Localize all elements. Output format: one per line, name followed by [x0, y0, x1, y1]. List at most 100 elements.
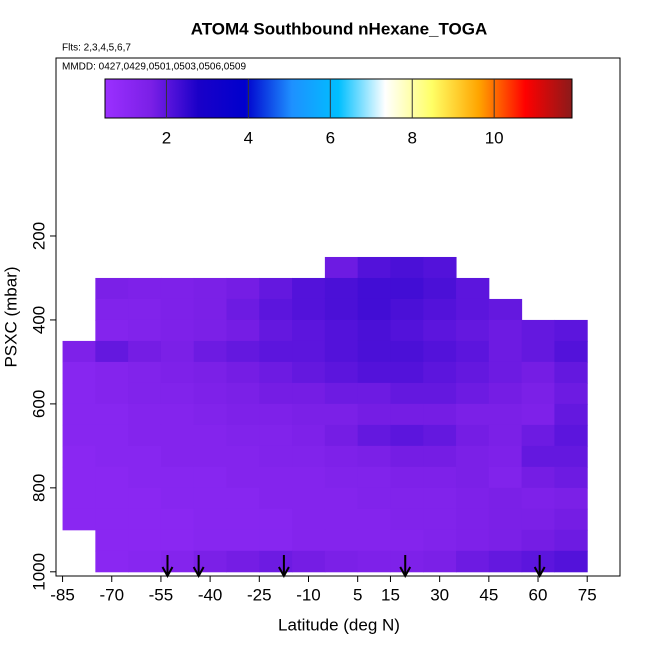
heatmap-cell — [423, 361, 457, 384]
heatmap-cell — [488, 508, 523, 531]
heatmap-cell — [357, 361, 391, 384]
heatmap-cell — [456, 445, 490, 468]
heatmap-cell — [488, 550, 523, 573]
heatmap-cell — [226, 487, 260, 510]
heatmap-cell — [521, 403, 555, 426]
heatmap-cell — [226, 529, 260, 552]
heatmap-cell — [521, 340, 555, 363]
heatmap-cell — [226, 382, 260, 405]
y-tick-label: 800 — [29, 474, 48, 502]
heatmap-cell — [456, 487, 490, 510]
heatmap-cell — [292, 340, 326, 363]
heatmap-cell — [324, 508, 359, 531]
arrow — [192, 555, 205, 579]
x-tick-label: 15 — [381, 585, 400, 604]
x-tick-label: -25 — [247, 585, 272, 604]
heatmap-cell — [62, 361, 96, 384]
heatmap-cell — [62, 445, 96, 468]
heatmap-cell — [160, 529, 195, 552]
heatmap-cell — [554, 487, 588, 510]
heatmap-cell — [488, 340, 523, 363]
heatmap-cell — [95, 424, 129, 447]
heatmap-cell — [324, 487, 359, 510]
heatmap-cell — [390, 298, 424, 321]
heatmap-cell — [259, 277, 293, 300]
heatmap-cell — [357, 298, 391, 321]
heatmap-cell — [259, 319, 293, 342]
heatmap-cell — [259, 361, 293, 384]
heatmap-cell — [357, 550, 391, 573]
heatmap-cell — [390, 466, 424, 489]
heatmap-cell — [488, 529, 523, 552]
heatmap-cell — [193, 382, 228, 405]
heatmap-cell — [456, 529, 490, 552]
heatmap-cell — [62, 340, 96, 363]
heatmap-cell — [390, 319, 424, 342]
heatmap-cell — [62, 508, 96, 531]
heatmap-cell — [554, 466, 588, 489]
colorbar-tick-label: 8 — [408, 128, 417, 147]
heatmap-cell — [488, 382, 523, 405]
heatmap-cell — [423, 487, 457, 510]
heatmap-cell — [456, 466, 490, 489]
heatmap-cell — [521, 466, 555, 489]
heatmap-cell — [390, 508, 424, 531]
heatmap-cell — [456, 298, 490, 321]
heatmap-cell — [324, 424, 359, 447]
subtitle: Flts: 2,3,4,5,6,7 — [62, 43, 131, 54]
heatmap-cell — [554, 424, 588, 447]
heatmap-cell — [554, 361, 588, 384]
heatmap-cell — [160, 277, 195, 300]
heatmap-cell — [292, 361, 326, 384]
heatmap-cell — [62, 466, 96, 489]
heatmap-cell — [226, 445, 260, 468]
plot-frame — [55, 57, 621, 577]
heatmap-cell — [423, 277, 457, 300]
heatmap-cell — [193, 319, 228, 342]
heatmap-cell — [292, 529, 326, 552]
heatmap-cell — [390, 256, 424, 279]
heatmap-cell — [423, 445, 457, 468]
heatmap-cell — [128, 298, 162, 321]
x-tick-label: -55 — [149, 585, 174, 604]
colorbar-tick-label: 6 — [326, 128, 335, 147]
heatmap-cell — [554, 403, 588, 426]
y-tick-label: 400 — [29, 306, 48, 334]
heatmap-cell — [259, 298, 293, 321]
heatmap-cell — [390, 445, 424, 468]
x-tick-label: 45 — [479, 585, 498, 604]
heatmap-cell — [128, 508, 162, 531]
heatmap-cell — [390, 487, 424, 510]
heatmap-cell — [456, 361, 490, 384]
colorbar-tick-label: 2 — [162, 128, 171, 147]
heatmap-cell — [521, 508, 555, 531]
heatmap-cell — [128, 277, 162, 300]
heatmap-cell — [488, 424, 523, 447]
heatmap-cell — [160, 550, 195, 573]
x-tick-label: 30 — [430, 585, 449, 604]
heatmap-cell — [193, 403, 228, 426]
heatmap-cell — [95, 466, 129, 489]
heatmap-cell — [521, 487, 555, 510]
heatmap-cell — [423, 508, 457, 531]
heatmap-cell — [488, 466, 523, 489]
y-axis-label: PSXC (mbar) — [1, 266, 20, 367]
heatmap-cell — [554, 382, 588, 405]
heatmap-cell — [488, 319, 523, 342]
heatmap-cell — [160, 445, 195, 468]
heatmap-cell — [226, 403, 260, 426]
heatmap-cell — [259, 403, 293, 426]
x-tick-label: -10 — [296, 585, 321, 604]
heatmap-cell — [95, 319, 129, 342]
heatmap-cell — [62, 403, 96, 426]
heatmap-cell — [292, 277, 326, 300]
heatmap-cell — [160, 508, 195, 531]
heatmap-cell — [226, 319, 260, 342]
heatmap-cell — [423, 340, 457, 363]
heatmap-cell — [160, 466, 195, 489]
heatmap-cell — [226, 550, 260, 573]
heatmap-cell — [95, 298, 129, 321]
heatmap-cell — [488, 403, 523, 426]
heatmap-cell — [324, 403, 359, 426]
heatmap-cell — [62, 487, 96, 510]
